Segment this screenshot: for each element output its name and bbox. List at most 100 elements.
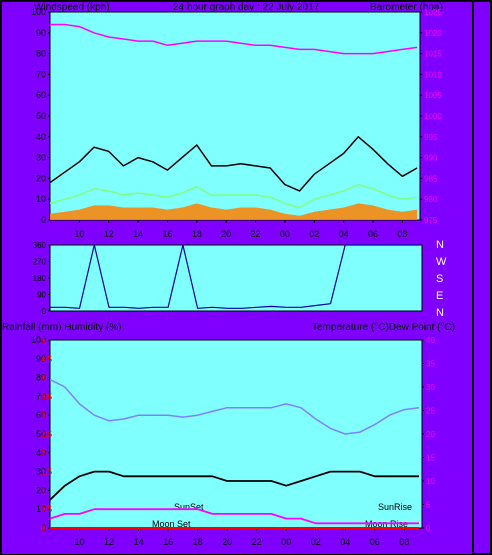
dir-label-e: E xyxy=(436,290,443,302)
baro-ytick-label: 975 xyxy=(424,216,438,225)
temp-dewpoint-axis-title: Temperature (°C)Dew Point (°C) xyxy=(312,322,455,333)
baro-ytick-label: 980 xyxy=(424,195,438,204)
humidity-line xyxy=(49,378,420,435)
temp-xtick-label: 06 xyxy=(370,537,380,547)
baro-ytick-label: 1005 xyxy=(424,91,442,100)
wind-gust-line xyxy=(49,136,418,192)
wind-ytick-label: 40 xyxy=(36,132,46,142)
dir-label-w: W xyxy=(436,256,447,268)
wind-xtick-label: 00 xyxy=(280,229,290,239)
dir-label-n-top: N xyxy=(436,239,444,251)
temp-ytick-label: 30 xyxy=(426,383,435,392)
wind-speed-line xyxy=(49,183,418,209)
baro-ytick-label: 990 xyxy=(424,154,438,163)
wind-ytick-label: 30 xyxy=(36,153,46,163)
rain-ytick-label: 2.5 xyxy=(41,430,53,439)
right-side-strip xyxy=(474,2,490,553)
temp-xtick-label: 10 xyxy=(75,537,85,547)
wind-ytick-label: 0 xyxy=(41,215,46,225)
temp-xtick-label: 20 xyxy=(222,537,232,547)
barometer-line xyxy=(50,23,418,55)
rain-ytick-label: 1 xyxy=(41,486,46,495)
humidity-ytick-label: 40 xyxy=(36,448,46,458)
temp-ytick-label: 20 xyxy=(426,430,435,439)
wind-xtick-label: 06 xyxy=(368,229,378,239)
dewpoint-line xyxy=(49,508,419,525)
temp-xtick-label: 12 xyxy=(104,537,114,547)
windspeed-axis-title: Windspeed (kph) xyxy=(34,2,110,13)
humidity-ytick-label: 0 xyxy=(41,523,46,533)
humidity-ytick-label: 90 xyxy=(36,354,46,364)
wind-ytick-label: 10 xyxy=(36,194,46,204)
rain-ytick-label: 3.5 xyxy=(41,392,53,401)
sunset-label: SunSet xyxy=(174,502,204,512)
sunrise-label: SunRise xyxy=(378,502,412,512)
dir-ytick-label: 90 xyxy=(37,291,46,300)
dir-ytick-label: 180 xyxy=(33,274,47,283)
temp-ytick-label: 40 xyxy=(426,336,435,345)
rain-ytick-label: 0 xyxy=(41,524,46,533)
wind-ytick-label: 90 xyxy=(36,28,46,38)
humidity-ytick-label: 80 xyxy=(36,373,46,383)
wind-xtick-label: 22 xyxy=(251,229,261,239)
baro-ytick-label: 985 xyxy=(424,174,438,183)
wind-xtick-label: 14 xyxy=(133,229,143,239)
temp-xtick-label: 18 xyxy=(193,537,203,547)
temp-xtick-label: 14 xyxy=(134,537,144,547)
rain-ytick-label: 5 xyxy=(41,336,46,345)
rain-ytick-label: 2 xyxy=(41,449,46,458)
humidity-ytick-label: 50 xyxy=(36,429,46,439)
dir-ytick-label: 0 xyxy=(42,307,47,316)
wind-xtick-label: 04 xyxy=(339,229,349,239)
wind-average-area xyxy=(50,203,418,220)
wind-direction-line xyxy=(50,244,419,309)
temp-plot-area xyxy=(49,339,423,529)
rain-humidity-axis-title: Rainfall (mm) Humidity (%) xyxy=(2,322,121,333)
humidity-ytick-label: 100 xyxy=(31,335,46,345)
temp-xtick-label: 08 xyxy=(399,537,409,547)
humidity-ytick-label: 30 xyxy=(36,467,46,477)
temp-ytick-label: 10 xyxy=(426,477,435,486)
wind-xtick-label: 12 xyxy=(104,229,114,239)
temp-ytick-label: 5 xyxy=(426,501,431,510)
temp-xtick-label: 16 xyxy=(163,537,173,547)
temp-xtick-label: 00 xyxy=(281,537,291,547)
humidity-ytick-label: 20 xyxy=(36,485,46,495)
humidity-ytick-label: 70 xyxy=(36,391,46,401)
wind-xtick-label: 02 xyxy=(309,229,319,239)
dir-label-n-bottom: N xyxy=(436,307,444,319)
wind-xtick-label: 20 xyxy=(221,229,231,239)
moonset-label: Moon Set xyxy=(152,519,191,529)
temp-ytick-label: 35 xyxy=(426,360,435,369)
dir-ytick-label: 270 xyxy=(33,258,47,267)
rain-ytick-label: 4 xyxy=(41,374,46,383)
baro-ytick-label: 1025 xyxy=(424,8,442,17)
baro-ytick-label: 995 xyxy=(424,133,438,142)
wind-xtick-label: 16 xyxy=(162,229,172,239)
temp-xtick-label: 02 xyxy=(311,537,321,547)
wind-ytick-label: 80 xyxy=(36,49,46,59)
dir-label-s: S xyxy=(436,273,443,285)
wind-xtick-label: 18 xyxy=(192,229,202,239)
barometer-axis-title: Barometer (hpa) xyxy=(370,2,443,13)
baro-ytick-label: 1010 xyxy=(424,70,442,79)
dir-ytick-label: 360 xyxy=(33,241,47,250)
rain-ytick-label: 4.5 xyxy=(41,355,53,364)
baro-ytick-label: 1015 xyxy=(424,50,442,59)
rain-ytick-label: 1.5 xyxy=(41,468,53,477)
humidity-ytick-label: 10 xyxy=(36,504,46,514)
temp-ytick-label: 25 xyxy=(426,407,435,416)
graph-title: 24 hour graph day : 22 July 2017 xyxy=(173,2,320,13)
temp-xtick-label: 04 xyxy=(340,537,350,547)
rain-ytick-label: 3 xyxy=(41,411,46,420)
baro-ytick-label: 1020 xyxy=(424,29,442,38)
baro-ytick-label: 1000 xyxy=(424,112,442,121)
direction-plot-area xyxy=(49,244,423,312)
temp-ytick-label: 0 xyxy=(426,524,431,533)
temp-xtick-label: 22 xyxy=(252,537,262,547)
wind-ytick-label: 70 xyxy=(36,69,46,79)
wind-xtick-label: 08 xyxy=(397,229,407,239)
wind-ytick-label: 60 xyxy=(36,90,46,100)
